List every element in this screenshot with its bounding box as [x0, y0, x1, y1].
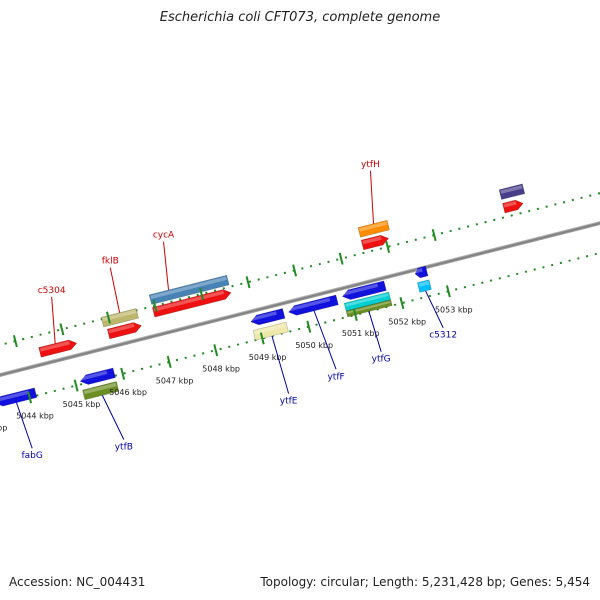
- feature-ytfH-orange-highlight: [359, 221, 388, 232]
- gene-ytfB-highlight: [80, 370, 108, 381]
- major-tick-forward: [59, 323, 65, 336]
- major-tick-forward: [12, 335, 18, 348]
- major-tick-reverse: [445, 285, 451, 298]
- gene-ytfG-label[interactable]: ytfG: [372, 355, 391, 365]
- ruler-label: 5046 kbp: [109, 388, 147, 397]
- genome-backbone: [0, 208, 600, 390]
- gene-ytfH-highlight: [362, 236, 382, 245]
- gene-cycA[interactable]: [151, 288, 232, 318]
- feature-edge-darkslate[interactable]: [498, 183, 526, 200]
- gene-ytfH-label[interactable]: ytfH: [361, 160, 380, 170]
- gene-ytfB[interactable]: [79, 367, 116, 386]
- gene-ytfF-highlight: [288, 297, 331, 312]
- gene-ytfB-leader: [101, 395, 125, 440]
- feature-cycA-steelblue-highlight: [150, 276, 227, 299]
- forward-tick-track: [0, 181, 600, 361]
- feature-ytfG-cyan-highlight: [345, 293, 389, 307]
- gene-c5312-label[interactable]: c5312: [429, 331, 457, 341]
- gene-c5304-label[interactable]: c5304: [38, 286, 66, 296]
- major-tick-forward: [385, 240, 391, 253]
- gene-fklB-highlight: [108, 323, 135, 334]
- feature-cycA-steelblue[interactable]: [148, 274, 230, 305]
- accession-label: Accession: NC_004431: [9, 575, 146, 589]
- topology-label: Topology: circular; Length: 5,231,428 bp…: [260, 575, 590, 589]
- ruler-label: 5048 kbp: [202, 365, 240, 374]
- major-tick-reverse: [73, 379, 79, 392]
- gene-ytfF[interactable]: [287, 294, 339, 317]
- feature-ytfB-olive-highlight: [83, 382, 117, 395]
- gene-ytfE-highlight: [250, 311, 277, 321]
- ruler-label: 5043 kbp: [0, 423, 7, 432]
- gene-ytfF-leader: [313, 310, 337, 370]
- ruler-label: 5047 kbp: [156, 376, 194, 385]
- feature-ytfG-olive[interactable]: [345, 299, 393, 318]
- feature-c5312-cyan-highlight: [418, 280, 430, 287]
- gene-c5304[interactable]: [38, 338, 78, 358]
- gene-ytfE-leader: [271, 335, 290, 394]
- reverse-tick-track: [0, 237, 600, 417]
- feature-ytfB-olive[interactable]: [82, 381, 120, 401]
- gene-layer: [0, 183, 526, 408]
- gene-label-layer: c5304fklBcycAytfHc5301c5302fabGytfBytfEy…: [16, 160, 457, 461]
- major-tick-reverse: [27, 391, 33, 404]
- gene-c5304-leader: [51, 296, 56, 344]
- ruler-label: 5051 kbp: [342, 329, 380, 338]
- feature-c5312-cyan[interactable]: [416, 279, 432, 293]
- gene-c5312[interactable]: [414, 265, 429, 279]
- gene-fklB-leader: [109, 267, 121, 313]
- major-tick-forward: [106, 311, 111, 324]
- major-tick-reverse: [259, 332, 265, 345]
- gene-cycA-highlight: [153, 290, 225, 312]
- major-tick-reverse: [120, 367, 126, 380]
- major-tick-reverse: [306, 320, 312, 333]
- major-tick-layer: [12, 229, 451, 404]
- major-tick-forward: [292, 264, 298, 277]
- gene-c5312-highlight: [415, 268, 423, 274]
- feature-ytfE-palekhaki-highlight: [254, 323, 287, 335]
- ruler-label: 5045 kbp: [63, 400, 101, 409]
- major-tick-reverse: [213, 344, 219, 357]
- gene-ytfF-label[interactable]: ytfF: [327, 372, 344, 382]
- gene-ytfG-leader: [368, 311, 382, 352]
- gene-fabG-highlight: [0, 390, 29, 403]
- map-rotation: 5043 kbp 5044 kbp 5045 kbp 5046 kbp 5047 kbp…: [0, 160, 600, 461]
- gene-edge-red-highlight: [503, 201, 517, 208]
- gene-ytfB-label[interactable]: ytfB: [115, 442, 133, 452]
- gene-fabG[interactable]: [0, 387, 38, 408]
- gene-cycA-leader: [163, 241, 170, 290]
- major-tick-forward: [199, 287, 204, 301]
- ruler-label: 5053 kbp: [435, 306, 473, 315]
- feature-edge-darkslate-highlight: [500, 185, 523, 194]
- feature-ytfH-orange[interactable]: [357, 219, 390, 238]
- ruler-labels: 5043 kbp 5044 kbp 5045 kbp 5046 kbp 5047 kbp…: [0, 306, 473, 433]
- gene-fklB[interactable]: [106, 321, 142, 340]
- gene-c5304-highlight: [39, 340, 70, 352]
- feature-khaki-1-highlight: [102, 309, 137, 322]
- ruler-label: 5049 kbp: [249, 353, 287, 362]
- major-tick-forward: [245, 276, 251, 289]
- gene-ytfE[interactable]: [250, 308, 286, 327]
- gene-ytfG[interactable]: [341, 280, 387, 301]
- map-title: Escherichia coli CFT073, complete genome: [159, 10, 441, 25]
- feature-ytfG-olive-highlight: [347, 300, 391, 314]
- ruler-label: 5044 kbp: [16, 412, 54, 421]
- gene-fabG-label[interactable]: fabG: [21, 451, 42, 461]
- major-tick-forward: [338, 252, 344, 265]
- ruler-label: 5052 kbp: [388, 317, 426, 326]
- gene-fklB-label[interactable]: fklB: [102, 257, 119, 267]
- gene-ytfH-leader: [369, 170, 375, 224]
- major-tick-forward: [152, 299, 158, 312]
- gene-ytfE-label[interactable]: ytfE: [280, 397, 298, 407]
- major-tick-reverse: [166, 355, 172, 369]
- gene-ytfG-highlight: [342, 283, 379, 296]
- ruler-label: 5050 kbp: [295, 341, 333, 350]
- gene-edge-red[interactable]: [502, 198, 524, 214]
- gene-c5312-leader: [425, 290, 444, 328]
- gene-cycA-label[interactable]: cycA: [153, 231, 175, 241]
- major-tick-reverse: [399, 297, 405, 310]
- gene-fabG-leader: [16, 402, 33, 449]
- major-tick-reverse: [352, 308, 358, 321]
- major-tick-forward: [431, 229, 437, 242]
